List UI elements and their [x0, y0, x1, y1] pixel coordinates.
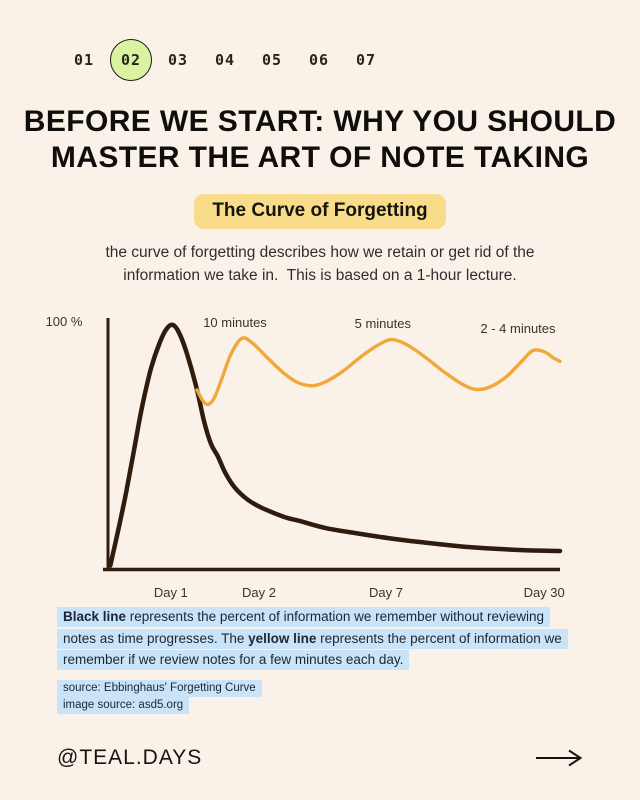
title-line-2: MASTER THE ART OF NOTE TAKING: [50, 141, 590, 174]
pagination-item-05[interactable]: 05: [261, 51, 283, 69]
review-annotation: 2 - 4 minutes: [480, 321, 556, 336]
x-tick-label: Day 1: [154, 585, 188, 600]
pagination-item-06[interactable]: 06: [308, 51, 330, 69]
y-axis-max-label: 100 %: [46, 314, 83, 329]
explanation-highlight: Black line represents the percent of inf…: [57, 607, 568, 670]
footer: @TEAL.DAYS: [57, 738, 583, 778]
intro-line-1: the curve of forgetting describes how we…: [105, 244, 535, 261]
source-line: image source: asd5.org: [57, 697, 190, 714]
forgetting-curve-chart: 100 % 10 minutes 5 minutes 2 - 4 minutes Day…: [46, 314, 565, 600]
pagination-item-04[interactable]: 04: [214, 51, 236, 69]
review-annotation: 5 minutes: [355, 316, 412, 331]
x-tick-label: Day 2: [242, 585, 276, 600]
subtitle-row: The Curve of Forgetting: [0, 194, 640, 229]
title-line-1: BEFORE WE START: WHY YOU SHOULD: [23, 105, 617, 138]
page-title: BEFORE WE START: WHY YOU SHOULD MASTER T…: [20, 104, 620, 176]
review-curve-line: [195, 336, 562, 407]
explanation-segment: represents the percent of information we…: [126, 609, 544, 624]
intro-text: the curve of forgetting describes how we…: [20, 241, 620, 287]
pagination-item-01[interactable]: 01: [73, 51, 95, 69]
explanation-segment: notes as time progresses. The: [63, 630, 249, 646]
source-lines: source: Ebbinghaus' Forgetting Curve imag…: [57, 680, 262, 714]
forgetting-curve-line: [108, 322, 563, 568]
intro-line-2: information we take in. This is based on…: [123, 267, 517, 284]
explanation-text: Black line represents the percent of inf…: [57, 606, 632, 671]
account-handle: @TEAL.DAYS: [57, 746, 203, 769]
explanation-bold-term: Black line: [63, 609, 127, 624]
pagination-item-02[interactable]: 02: [110, 39, 152, 81]
review-annotation: 10 minutes: [203, 315, 267, 330]
subtitle-highlight: The Curve of Forgetting: [194, 194, 446, 229]
pagination: 01 02 03 04 05 06 07: [63, 39, 387, 81]
source-line: source: Ebbinghaus' Forgetting Curve: [57, 680, 262, 697]
x-tick-label: Day 30: [524, 585, 565, 600]
explanation-bold-term: yellow line: [248, 630, 317, 646]
explanation-segment: remember if we review notes for a few mi…: [63, 652, 404, 667]
explanation-segment: represents the percent of information we: [316, 630, 562, 646]
x-tick-label: Day 7: [369, 585, 403, 600]
pagination-item-07[interactable]: 07: [355, 51, 377, 69]
next-arrow-icon[interactable]: [535, 747, 583, 769]
pagination-item-03[interactable]: 03: [167, 51, 189, 69]
